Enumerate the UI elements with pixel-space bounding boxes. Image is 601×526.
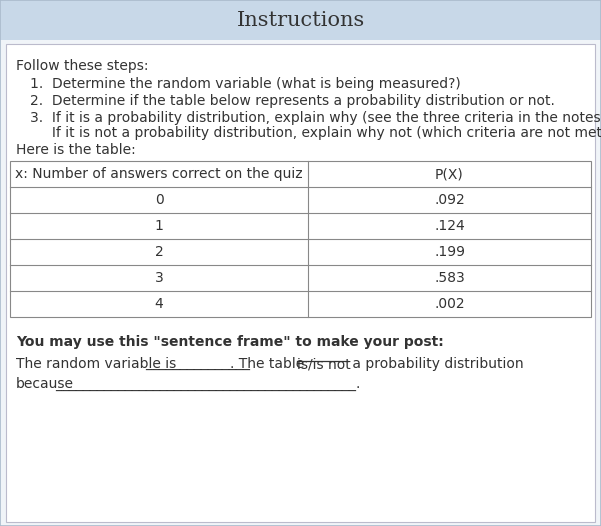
Bar: [0, 0, 601, 40]
Text: .124: .124: [434, 219, 465, 233]
Text: .092: .092: [434, 193, 465, 207]
Bar: [10, 161, 591, 317]
Text: 2: 2: [154, 245, 163, 259]
Text: .199: .199: [434, 245, 465, 259]
Text: The random variable is: The random variable is: [16, 357, 181, 371]
Text: 1: 1: [154, 219, 163, 233]
Text: .583: .583: [434, 271, 465, 285]
Text: Instructions: Instructions: [237, 11, 365, 29]
Text: _______________: _______________: [145, 357, 250, 371]
Text: . The table: . The table: [230, 357, 308, 371]
Text: .002: .002: [434, 297, 465, 311]
Text: 3.  If it is a probability distribution, explain why (see the three criteria in : 3. If it is a probability distribution, …: [30, 111, 601, 125]
Text: If it is not a probability distribution, explain why not (which criteria are not: If it is not a probability distribution,…: [30, 126, 601, 140]
Text: 1.  Determine the random variable (what is being measured?): 1. Determine the random variable (what i…: [30, 77, 461, 91]
Text: 2.  Determine if the table below represents a probability distribution or not.: 2. Determine if the table below represen…: [30, 94, 555, 108]
Text: P(X): P(X): [435, 167, 464, 181]
Text: You may use this "sentence frame" to make your post:: You may use this "sentence frame" to mak…: [16, 335, 444, 349]
Text: Follow these steps:: Follow these steps:: [16, 59, 148, 73]
Text: 4: 4: [154, 297, 163, 311]
Text: ___________________________________________.: ________________________________________…: [55, 377, 361, 391]
Text: because: because: [16, 377, 74, 391]
Text: a probability distribution: a probability distribution: [347, 357, 523, 371]
Text: x: Number of answers correct on the quiz: x: Number of answers correct on the quiz: [15, 167, 303, 181]
Text: Here is the table:: Here is the table:: [16, 143, 136, 157]
Text: 0: 0: [154, 193, 163, 207]
Text: is/is not: is/is not: [297, 357, 351, 371]
Text: 3: 3: [154, 271, 163, 285]
